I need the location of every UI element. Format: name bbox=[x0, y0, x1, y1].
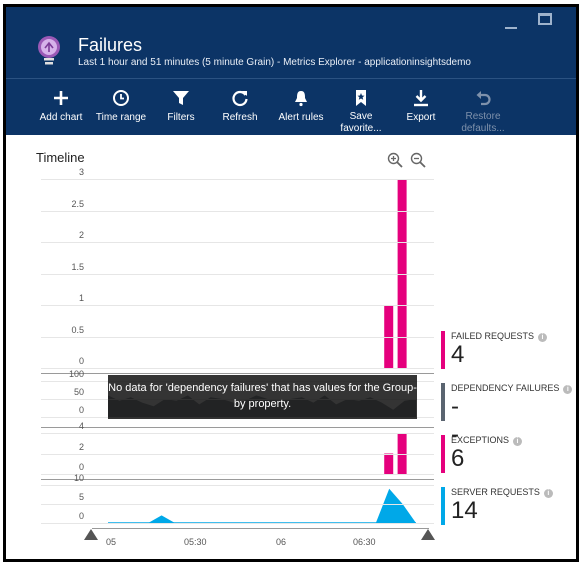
y-tick-label: 50 bbox=[73, 387, 84, 397]
panel-separator bbox=[41, 427, 434, 428]
restore-defaults-button[interactable]: Restore defaults... bbox=[456, 79, 510, 135]
panel-separator bbox=[41, 479, 434, 480]
panel-separator bbox=[41, 373, 434, 374]
refresh-icon bbox=[228, 87, 252, 109]
info-icon[interactable]: i bbox=[563, 385, 573, 394]
zoom-out-icon[interactable] bbox=[410, 152, 426, 168]
info-icon[interactable]: i bbox=[538, 333, 548, 342]
metric-name: DEPENDENCY FAILURES bbox=[451, 383, 560, 393]
metric-value: -- bbox=[451, 393, 459, 448]
gridline bbox=[41, 504, 434, 505]
gridline bbox=[41, 274, 434, 275]
filters-button[interactable]: Filters bbox=[161, 79, 201, 135]
header-divider bbox=[6, 78, 576, 79]
refresh-button[interactable]: Refresh bbox=[219, 79, 261, 135]
gridline bbox=[41, 305, 434, 306]
alert-rules-label: Alert rules bbox=[278, 112, 324, 123]
toolbar: Add chart Time range Filters Refresh bbox=[6, 79, 576, 135]
y-tick-label: 2 bbox=[78, 442, 84, 452]
x-tick-label: 05:30 bbox=[184, 537, 207, 547]
metric-name: FAILED REQUESTS bbox=[451, 331, 535, 341]
y-tick-label: 2.5 bbox=[71, 199, 84, 209]
gridline bbox=[41, 523, 434, 524]
chart-plot bbox=[108, 179, 417, 524]
metric-value: 14 bbox=[451, 497, 478, 524]
gridline bbox=[41, 485, 434, 486]
y-tick-label: 1.5 bbox=[71, 262, 84, 272]
bell-icon bbox=[289, 87, 313, 109]
y-tick-label: 3 bbox=[78, 167, 84, 177]
bar-mark[interactable] bbox=[397, 433, 407, 474]
restore-defaults-label: Restore defaults... bbox=[461, 111, 505, 134]
refresh-label: Refresh bbox=[222, 112, 258, 123]
bar-mark[interactable] bbox=[397, 179, 407, 368]
gridline bbox=[41, 368, 434, 369]
time-range-label: Time range bbox=[95, 112, 147, 123]
metric-name: EXCEPTIONS bbox=[451, 435, 510, 445]
info-icon[interactable]: i bbox=[513, 437, 523, 446]
y-tick-label: 100 bbox=[68, 369, 84, 379]
range-end-handle[interactable] bbox=[421, 529, 435, 540]
gridline bbox=[41, 474, 434, 475]
metric-color-bar bbox=[441, 331, 445, 369]
bar-mark[interactable] bbox=[384, 305, 394, 368]
lightbulb-icon bbox=[38, 36, 60, 65]
y-tick-label: 0 bbox=[78, 462, 84, 472]
info-icon[interactable]: i bbox=[543, 489, 553, 498]
blade-title: Failures bbox=[78, 35, 143, 55]
add-chart-label: Add chart bbox=[39, 112, 83, 123]
download-icon bbox=[409, 87, 433, 109]
range-start-handle[interactable] bbox=[84, 529, 98, 540]
add-chart-button[interactable]: Add chart bbox=[36, 79, 86, 135]
y-tick-label: 10 bbox=[73, 473, 84, 483]
x-tick-label: 06:30 bbox=[353, 537, 376, 547]
chart-title: Timeline bbox=[36, 150, 85, 165]
metric-value: 4 bbox=[451, 341, 465, 368]
y-tick-label: 4 bbox=[78, 421, 84, 431]
y-tick-label: 0 bbox=[78, 405, 84, 415]
alert-rules-button[interactable]: Alert rules bbox=[275, 79, 327, 135]
metrics-blade: Failures Last 1 hour and 51 minutes (5 m… bbox=[3, 4, 579, 562]
x-axis bbox=[92, 528, 429, 529]
bookmark-icon bbox=[349, 87, 373, 108]
gridline bbox=[41, 179, 434, 180]
metric-value: 6 bbox=[451, 445, 465, 472]
x-tick-label: 06 bbox=[276, 537, 287, 547]
zoom-in-icon[interactable] bbox=[387, 152, 403, 168]
metric-name: SERVER REQUESTS bbox=[451, 487, 540, 497]
filters-label: Filters bbox=[167, 112, 195, 123]
y-tick-label: 5 bbox=[78, 492, 84, 502]
x-tick-label: 05 bbox=[106, 537, 117, 547]
y-tick-label: 1 bbox=[78, 293, 84, 303]
metric-color-bar bbox=[441, 435, 445, 473]
area-mark bbox=[121, 488, 417, 523]
no-data-message: No data for 'dependency failures' that h… bbox=[108, 375, 417, 419]
export-label: Export bbox=[406, 112, 436, 123]
y-tick-label: 0 bbox=[78, 511, 84, 521]
gridline bbox=[41, 337, 434, 338]
undo-icon bbox=[471, 87, 495, 108]
plus-icon bbox=[49, 87, 73, 109]
blade-subtitle: Last 1 hour and 51 minutes (5 minute Gra… bbox=[78, 57, 471, 68]
filter-icon bbox=[169, 87, 193, 109]
y-tick-label: 0 bbox=[78, 356, 84, 366]
metric-color-bar bbox=[441, 383, 445, 421]
bar-mark[interactable] bbox=[384, 453, 394, 475]
gridline bbox=[41, 211, 434, 212]
time-range-button[interactable]: Time range bbox=[92, 79, 150, 135]
gridline bbox=[41, 242, 434, 243]
y-tick-label: 2 bbox=[78, 230, 84, 240]
save-favorite-button[interactable]: Save favorite... bbox=[336, 79, 386, 135]
save-favorite-label: Save favorite... bbox=[340, 111, 382, 134]
metric-color-bar bbox=[441, 487, 445, 525]
y-tick-label: 0.5 bbox=[71, 325, 84, 335]
gridline bbox=[41, 433, 434, 434]
gridline bbox=[41, 454, 434, 455]
clock-icon bbox=[109, 87, 133, 109]
blade-header: Failures Last 1 hour and 51 minutes (5 m… bbox=[6, 7, 576, 135]
minimize-button[interactable] bbox=[503, 15, 519, 29]
maximize-button[interactable] bbox=[538, 13, 552, 25]
export-button[interactable]: Export bbox=[400, 79, 442, 135]
